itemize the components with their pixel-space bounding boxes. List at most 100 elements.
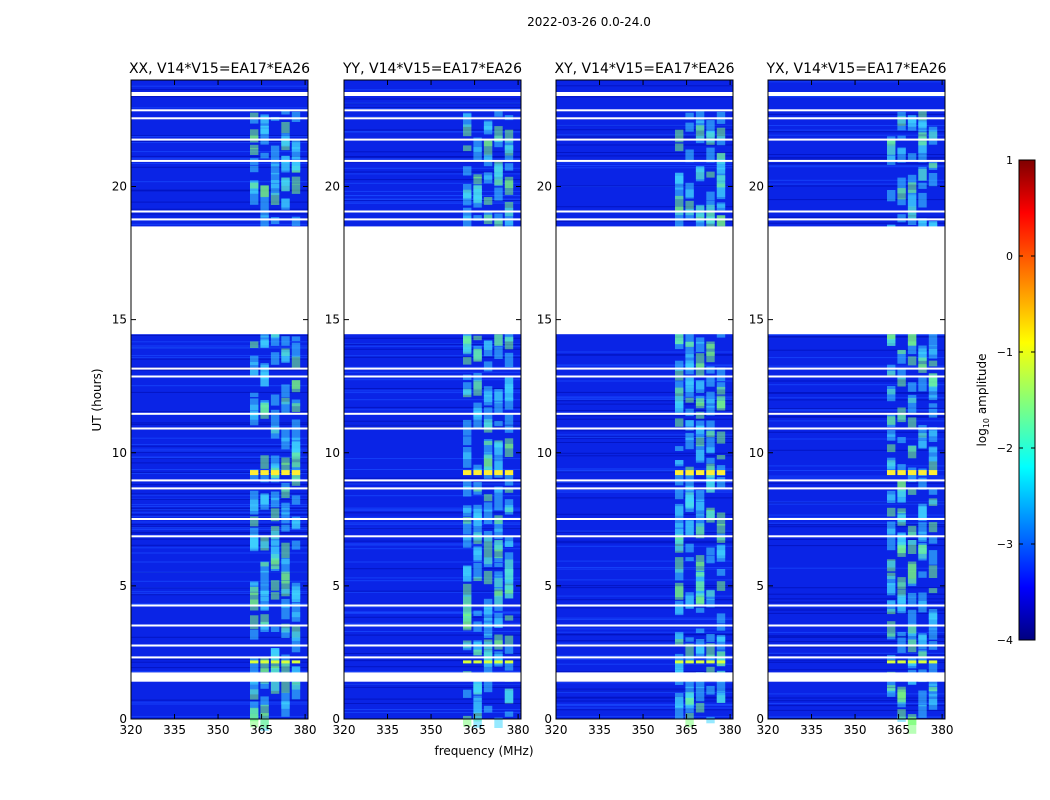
noise-streak	[131, 472, 308, 474]
rfi-cell	[887, 560, 896, 568]
noise-streak	[768, 96, 945, 98]
noise-streak	[556, 442, 733, 443]
rfi-cell	[907, 356, 917, 366]
rfi-cell	[685, 595, 694, 609]
rfi-cell	[918, 548, 927, 561]
flag-line	[556, 487, 733, 490]
rfi-cell	[897, 545, 906, 554]
rfi-burst	[685, 660, 694, 664]
rfi-cell	[250, 680, 259, 695]
noise-streak	[131, 85, 308, 87]
rfi-cell	[887, 494, 896, 501]
rfi-cell	[504, 337, 514, 350]
noise-streak	[344, 482, 521, 484]
noise-streak	[344, 591, 521, 593]
noise-streak	[768, 659, 945, 661]
data-gap	[344, 672, 521, 682]
rfi-cell	[463, 382, 472, 394]
noise-streak	[768, 81, 945, 83]
panel-frame	[767, 79, 946, 720]
rfi-cell	[281, 181, 290, 192]
rfi-cell	[260, 625, 269, 632]
x-tick-label: 320	[120, 723, 143, 737]
flag-line	[556, 117, 733, 120]
noise-streak	[344, 98, 521, 100]
rfi-cell	[291, 631, 301, 641]
rfi-cell	[504, 615, 514, 621]
rfi-cell	[281, 692, 290, 705]
rfi-cell	[695, 572, 705, 577]
rfi-cell	[716, 159, 726, 174]
rfi-cell	[281, 429, 290, 442]
rfi-cell	[483, 418, 493, 425]
noise-streak	[556, 567, 733, 568]
rfi-cell	[291, 426, 301, 440]
noise-streak	[556, 380, 733, 382]
y-tick-label: 20	[112, 180, 127, 194]
noise-streak	[344, 345, 521, 347]
noise-streak	[556, 396, 733, 398]
noise-streak	[131, 181, 308, 183]
rfi-cell	[928, 461, 938, 475]
rfi-cell	[494, 545, 503, 559]
noise-streak	[556, 579, 733, 581]
noise-streak	[131, 526, 308, 528]
noise-streak	[556, 691, 733, 693]
noise-streak	[556, 455, 733, 457]
rfi-cell	[260, 402, 269, 419]
noise-streak	[556, 642, 733, 644]
rfi-cell	[675, 195, 684, 211]
flagged-rows	[768, 92, 945, 682]
noise-streak	[344, 544, 521, 546]
noise-streak	[131, 699, 308, 701]
rfi-cell	[695, 571, 705, 588]
rfi-cell	[675, 334, 684, 344]
noise-streak	[131, 515, 308, 517]
rfi-cell	[897, 188, 906, 200]
rfi-cell	[504, 711, 514, 717]
rfi-cell	[887, 583, 896, 593]
flag-line	[344, 109, 521, 112]
rfi-cell	[716, 637, 726, 650]
rfi-cell	[716, 477, 726, 489]
rfi-cell	[675, 360, 684, 371]
x-tick-label: 320	[333, 723, 356, 737]
rfi-burst	[250, 660, 259, 664]
rfi-cell	[706, 391, 715, 404]
rfi-cell	[716, 581, 726, 591]
noise-streak	[344, 392, 521, 394]
noise-streak	[556, 144, 733, 146]
noise-streak	[344, 516, 521, 518]
noise-streak	[131, 89, 308, 91]
flag-line	[131, 427, 308, 430]
panel-xx: XX, V14*V15=EA17*EA26 320 335 350 365 380 0 5 10…	[112, 61, 317, 737]
rfi-cell	[260, 475, 269, 483]
rfi-cell	[706, 457, 715, 464]
flag-line	[768, 218, 945, 221]
rfi-cell	[918, 506, 927, 522]
rfi-cell	[281, 512, 290, 524]
rfi-cell	[695, 111, 705, 124]
rfi-cell	[897, 177, 906, 194]
rfi-cell	[716, 386, 726, 395]
noise-streak	[344, 371, 521, 373]
noise-streak	[131, 561, 308, 563]
rfi-cell	[675, 557, 684, 573]
noise-streak	[556, 354, 733, 356]
noise-streak	[344, 356, 521, 358]
rfi-cell	[907, 341, 917, 355]
rfi-cell	[483, 502, 493, 512]
noise-streak	[344, 173, 521, 175]
rfi-cell	[706, 643, 715, 657]
colorbar: 1 0 −1 −2 −3 −4 log10 amplitude	[975, 154, 1036, 647]
noise-streak	[556, 135, 733, 137]
rfi-cell	[483, 386, 493, 397]
noise-streak	[344, 343, 521, 345]
noise-streak	[344, 102, 521, 104]
x-tick-label: 350	[420, 723, 443, 737]
rfi-cell	[483, 466, 493, 474]
rfi-cell	[483, 650, 493, 662]
rfi-cell	[473, 681, 482, 693]
rfi-cell	[260, 604, 269, 610]
rfi-burst	[473, 470, 482, 476]
